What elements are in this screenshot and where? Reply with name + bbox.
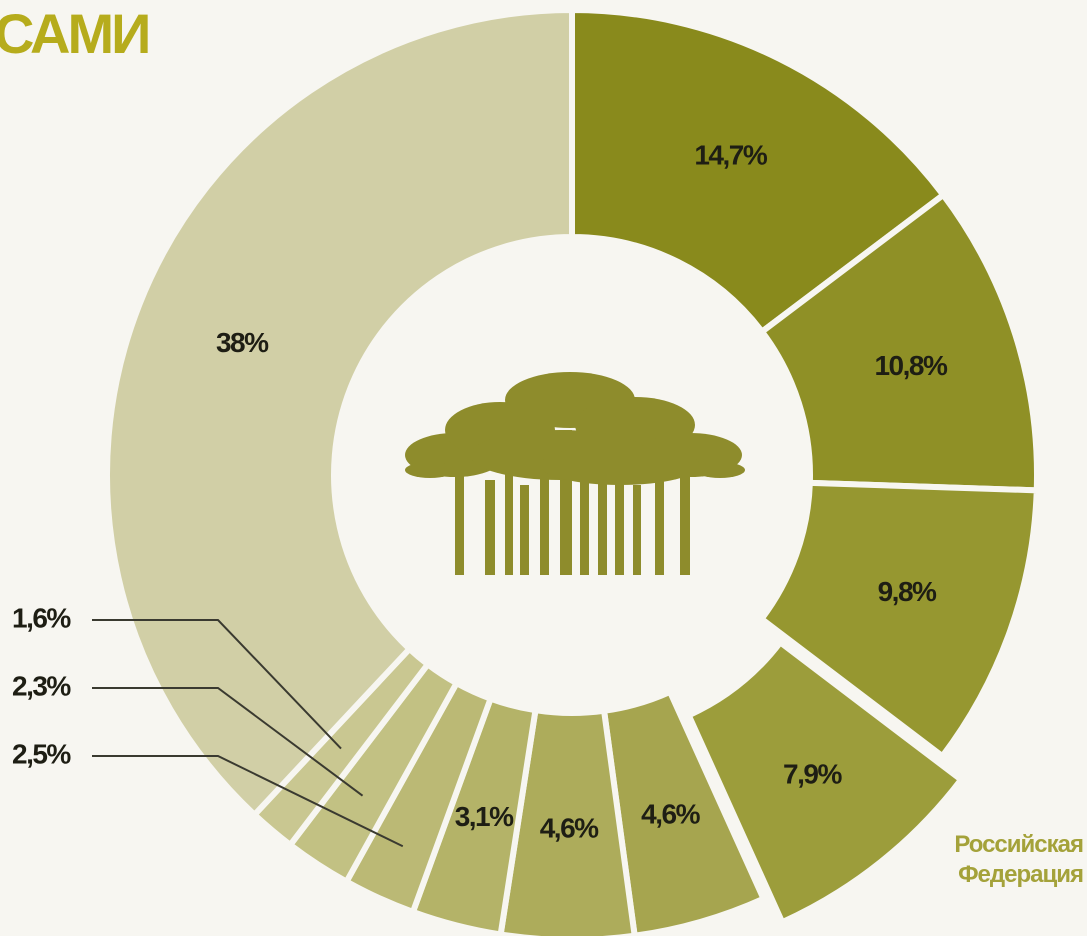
- value-label: 7,9%: [783, 758, 842, 789]
- donut-segment: [104, 6, 575, 819]
- value-label: 9,8%: [878, 576, 937, 607]
- value-label: 10,8%: [874, 350, 947, 381]
- value-label: 38%: [216, 327, 269, 358]
- category-label: Российская Федерация: [954, 831, 1084, 888]
- leader-line: [92, 755, 404, 848]
- donut-segment: [684, 638, 966, 927]
- value-label: 2,5%: [12, 738, 71, 769]
- value-label: 2,3%: [12, 670, 71, 701]
- value-label: 1,6%: [12, 602, 71, 633]
- leader-line: [92, 687, 364, 797]
- donut-segment: [757, 479, 1040, 761]
- value-label: 3,1%: [455, 801, 514, 832]
- value-label: 14,7%: [694, 140, 767, 171]
- leader-line: [92, 619, 342, 750]
- tree-icon: [405, 372, 745, 575]
- value-label: 4,6%: [540, 812, 599, 843]
- donut-segment: [757, 190, 1040, 494]
- donut-segment: [569, 6, 948, 336]
- chart-title: САМИ: [0, 2, 148, 65]
- value-label: 4,6%: [641, 799, 700, 830]
